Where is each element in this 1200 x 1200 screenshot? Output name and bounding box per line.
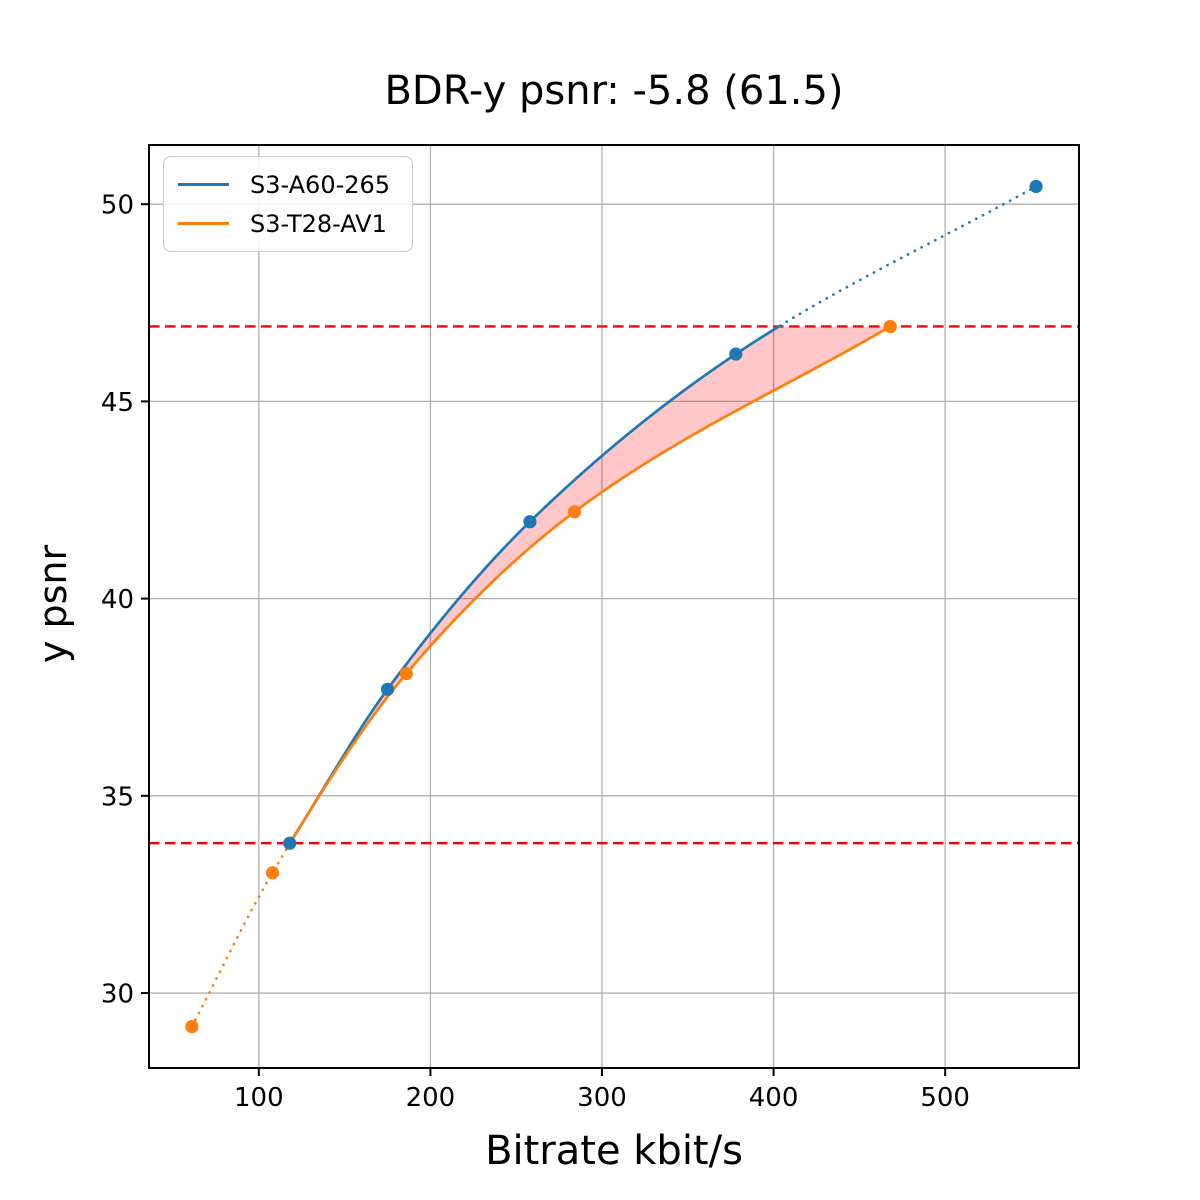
legend-line-sample-blue xyxy=(178,182,229,187)
legend: S3-A60-265 S3-T28-AV1 xyxy=(163,156,414,252)
x-tick-label-500: 500 xyxy=(920,1083,970,1113)
x-axis-label: Bitrate kbit/s xyxy=(485,1128,743,1174)
data-point-S3-A60-265-175 xyxy=(380,682,395,696)
y-tick-label-40: 40 xyxy=(101,585,134,615)
series-extrapolation-S3-T28-AV1 xyxy=(190,842,292,1028)
data-point-S3-T28-AV1-468 xyxy=(883,319,897,334)
y-tick-label-35: 35 xyxy=(101,782,134,812)
y-axis-label: y psnr xyxy=(31,544,75,664)
data-point-S3-T28-AV1-186 xyxy=(399,666,413,681)
legend-line-sample-orange xyxy=(178,221,229,226)
legend-item-s3-t28-av1: S3-T28-AV1 xyxy=(178,206,390,241)
series-curve-S3-T28-AV1 xyxy=(289,325,891,844)
legend-label-s3-t28-av1: S3-T28-AV1 xyxy=(250,209,387,238)
data-point-S3-T28-AV1-284 xyxy=(567,505,582,519)
legend-label-s3-a60-265: S3-A60-265 xyxy=(250,170,391,199)
x-tick-label-100: 100 xyxy=(234,1083,284,1113)
data-point-S3-A60-265-553 xyxy=(1029,179,1043,194)
data-point-S3-A60-265-258 xyxy=(523,515,537,529)
data-point-S3-A60-265-378 xyxy=(729,347,743,361)
x-tick-label-400: 400 xyxy=(749,1083,799,1113)
data-point-S3-T28-AV1-61 xyxy=(185,1019,199,1034)
y-tick-label-30: 30 xyxy=(101,980,134,1010)
x-tick-label-300: 300 xyxy=(577,1083,627,1113)
y-tick-label-50: 50 xyxy=(101,191,134,221)
legend-item-s3-a60-265: S3-A60-265 xyxy=(178,167,390,202)
data-point-S3-A60-265-118 xyxy=(283,836,297,850)
chart-title: BDR-y psnr: -5.8 (61.5) xyxy=(384,68,844,114)
y-tick-label-45: 45 xyxy=(101,388,134,418)
plot-border xyxy=(148,144,1080,1069)
x-tick-label-200: 200 xyxy=(406,1083,456,1113)
bd-shaded-region xyxy=(289,326,891,844)
data-point-S3-T28-AV1-108 xyxy=(265,866,280,880)
series-extrapolation-S3-A60-265 xyxy=(778,185,1038,328)
